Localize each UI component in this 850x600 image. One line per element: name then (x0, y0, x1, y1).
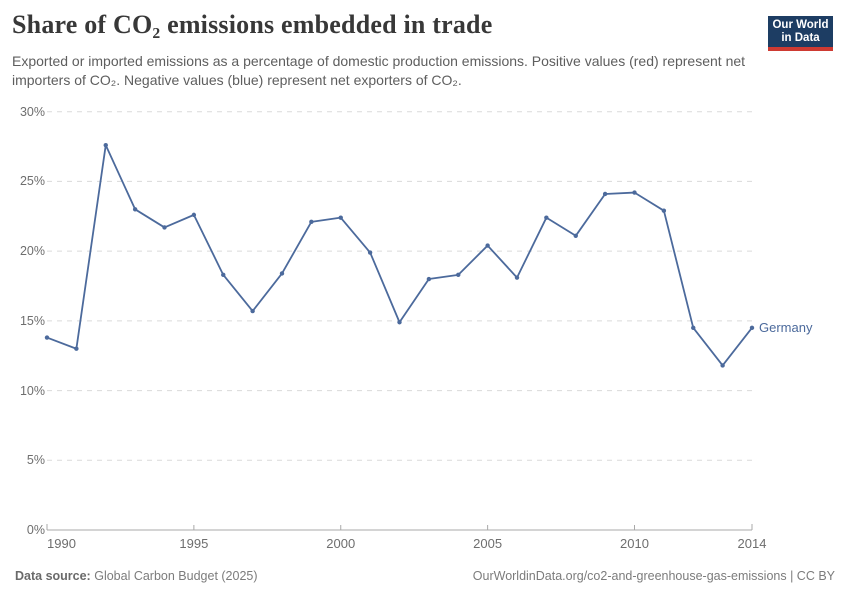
owid-logo-line1: Our World (772, 18, 829, 31)
data-point (544, 215, 549, 220)
data-point (44, 335, 50, 340)
data-point (309, 219, 314, 225)
data-point (221, 272, 226, 278)
data-source: Data source: Global Carbon Budget (2025) (15, 568, 258, 584)
data-point (514, 275, 520, 280)
page-title: Share of CO₂ emissions embedded in trade (12, 10, 493, 39)
data-point (367, 250, 373, 255)
owid-logo: Our World in Data (768, 16, 833, 51)
data-source-value: Global Carbon Budget (2025) (94, 569, 258, 583)
chart-footer: Data source: Global Carbon Budget (2025)… (15, 568, 835, 584)
data-point (250, 308, 255, 314)
data-point (426, 276, 432, 282)
data-point (720, 363, 725, 368)
data-point (749, 325, 755, 331)
data-point (338, 215, 343, 220)
data-point (661, 208, 667, 213)
data-point (602, 191, 608, 197)
data-point (132, 207, 138, 212)
chart-subtitle: Exported or imported emissions as a perc… (12, 53, 746, 88)
data-point (191, 212, 197, 218)
data-point (632, 190, 637, 195)
series-line-germany (46, 144, 753, 367)
data-point (162, 225, 167, 230)
data-point (74, 346, 79, 351)
data-point (103, 142, 108, 148)
data-point (456, 272, 461, 278)
owid-logo-line2: in Data (781, 31, 820, 44)
data-point (573, 233, 578, 238)
credit-link[interactable]: OurWorldinData.org/co2-and-greenhouse-ga… (472, 569, 835, 583)
data-source-label: Data source: (15, 569, 91, 583)
data-point (691, 325, 696, 331)
data-point (485, 243, 490, 248)
data-point (279, 271, 285, 276)
series-label-germany[interactable]: Germany (759, 319, 813, 335)
data-point (397, 320, 402, 325)
